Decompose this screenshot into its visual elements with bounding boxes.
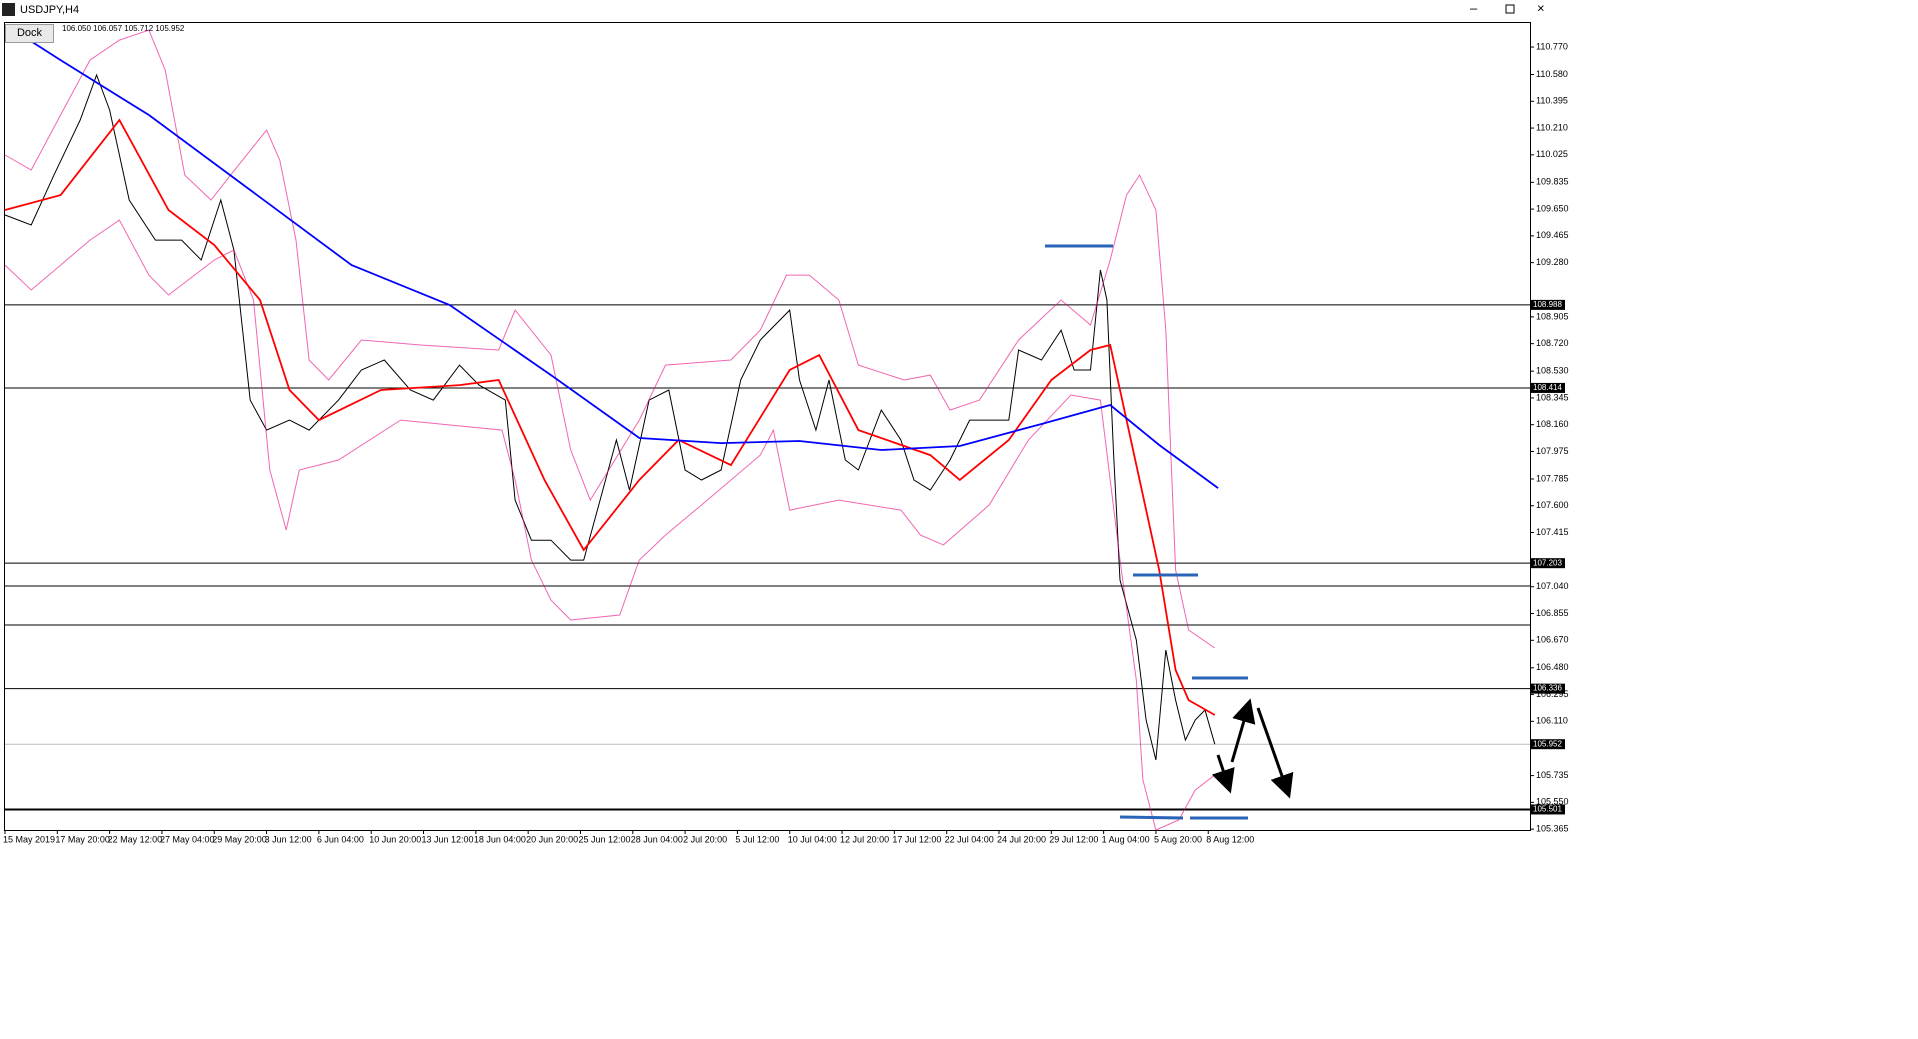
y-tick-label: 109.835 <box>1536 177 1569 187</box>
level-label: 108.414 <box>1533 383 1562 392</box>
support-mark <box>1119 815 1184 820</box>
plot-frame <box>4 22 1531 831</box>
x-tick-label: 24 Jul 20:00 <box>997 834 1046 844</box>
y-tick-label: 107.785 <box>1536 473 1569 483</box>
x-tick-label: 25 Jun 12:00 <box>578 834 630 844</box>
y-tick-label: 105.735 <box>1536 770 1569 780</box>
level-label: 105.501 <box>1533 805 1562 814</box>
y-tick-label: 106.670 <box>1536 635 1569 645</box>
y-tick-label: 108.160 <box>1536 419 1569 429</box>
close-button[interactable]: × <box>1537 0 1545 15</box>
x-tick-label: 22 May 12:00 <box>108 834 163 844</box>
y-tick-label: 108.905 <box>1536 311 1569 321</box>
y-tick-label: 106.855 <box>1536 608 1569 618</box>
x-tick-label: 5 Jul 12:00 <box>735 834 779 844</box>
level-label-bg <box>1531 683 1565 694</box>
series-line <box>4 118 1216 716</box>
window-title: USDJPY,H4 <box>20 4 79 16</box>
y-tick-label: 106.110 <box>1536 716 1568 726</box>
app-icon <box>2 3 15 16</box>
y-tick-label: 106.295 <box>1536 689 1569 699</box>
forecast-arrows <box>1211 698 1294 799</box>
arrow <box>1230 698 1256 763</box>
x-tick-label: 17 Jul 12:00 <box>892 834 941 844</box>
series-line <box>4 29 1216 649</box>
arrow <box>1256 707 1294 799</box>
y-tick-label: 105.550 <box>1536 797 1569 807</box>
y-tick-label: 108.345 <box>1536 392 1569 402</box>
arrow <box>1211 754 1235 794</box>
x-tick-label: 29 May 20:00 <box>212 834 267 844</box>
y-tick-label: 107.600 <box>1536 500 1569 510</box>
y-tick-label: 110.580 <box>1536 69 1568 79</box>
y-tick-label: 107.040 <box>1536 581 1569 591</box>
x-tick-label: 10 Jul 04:00 <box>788 834 837 844</box>
level-label: 105.952 <box>1533 739 1562 748</box>
y-tick-label: 106.480 <box>1536 662 1569 672</box>
title-bar <box>0 0 1918 20</box>
level-label-bg <box>1531 558 1565 569</box>
x-tick-label: 13 Jun 12:00 <box>422 834 474 844</box>
x-tick-label: 20 Jun 20:00 <box>526 834 578 844</box>
minimize-button[interactable]: – <box>1470 0 1478 15</box>
level-label-bg <box>1531 299 1565 310</box>
y-tick-label: 109.465 <box>1536 230 1569 240</box>
x-tick-label: 27 May 04:00 <box>160 834 215 844</box>
annotations <box>1045 244 1248 820</box>
x-tick-label: 28 Jun 04:00 <box>631 834 683 844</box>
x-tick-label: 18 Jun 04:00 <box>474 834 526 844</box>
y-tick-label: 110.770 <box>1536 41 1568 51</box>
y-tick-label: 108.720 <box>1536 338 1569 348</box>
y-tick-label: 110.395 <box>1536 96 1568 106</box>
level-label-bg <box>1531 804 1565 815</box>
y-tick-label: 107.415 <box>1536 527 1569 537</box>
y-tick-label: 109.650 <box>1536 203 1569 213</box>
ohlc-readout: 106.050 106.057 105.712 105.952 <box>62 24 185 33</box>
dock-button[interactable]: Dock <box>5 24 54 43</box>
y-tick-label: 107.975 <box>1536 446 1569 456</box>
x-tick-label: 10 Jun 20:00 <box>369 834 421 844</box>
series-line <box>4 73 1216 761</box>
x-tick-label: 17 May 20:00 <box>55 834 110 844</box>
level-label: 108.988 <box>1533 300 1562 309</box>
y-tick-label: 110.210 <box>1536 122 1568 132</box>
y-tick-label: 105.365 <box>1536 824 1569 834</box>
x-tick-label: 15 May 2019 <box>3 834 55 844</box>
restore-button[interactable] <box>1505 4 1515 14</box>
x-tick-label: 29 Jul 12:00 <box>1049 834 1098 844</box>
x-tick-label: 12 Jul 20:00 <box>840 834 889 844</box>
series-line <box>20 34 1219 489</box>
y-tick-label: 109.280 <box>1536 257 1569 267</box>
level-label: 107.203 <box>1533 558 1562 567</box>
series-line <box>4 219 1216 831</box>
y-tick-label: 110.025 <box>1536 149 1568 159</box>
x-tick-label: 22 Jul 04:00 <box>945 834 994 844</box>
level-label-bg <box>1531 739 1565 750</box>
level-label: 106.336 <box>1533 684 1562 693</box>
x-tick-label: 8 Aug 12:00 <box>1206 834 1254 844</box>
x-tick-label: 5 Aug 20:00 <box>1154 834 1202 844</box>
x-tick-label: 6 Jun 04:00 <box>317 834 364 844</box>
x-tick-label: 2 Jul 20:00 <box>683 834 727 844</box>
x-tick-label: 3 Jun 12:00 <box>265 834 312 844</box>
level-label-bg <box>1531 382 1565 393</box>
y-tick-label: 108.530 <box>1536 366 1569 376</box>
x-tick-label: 1 Aug 04:00 <box>1102 834 1150 844</box>
